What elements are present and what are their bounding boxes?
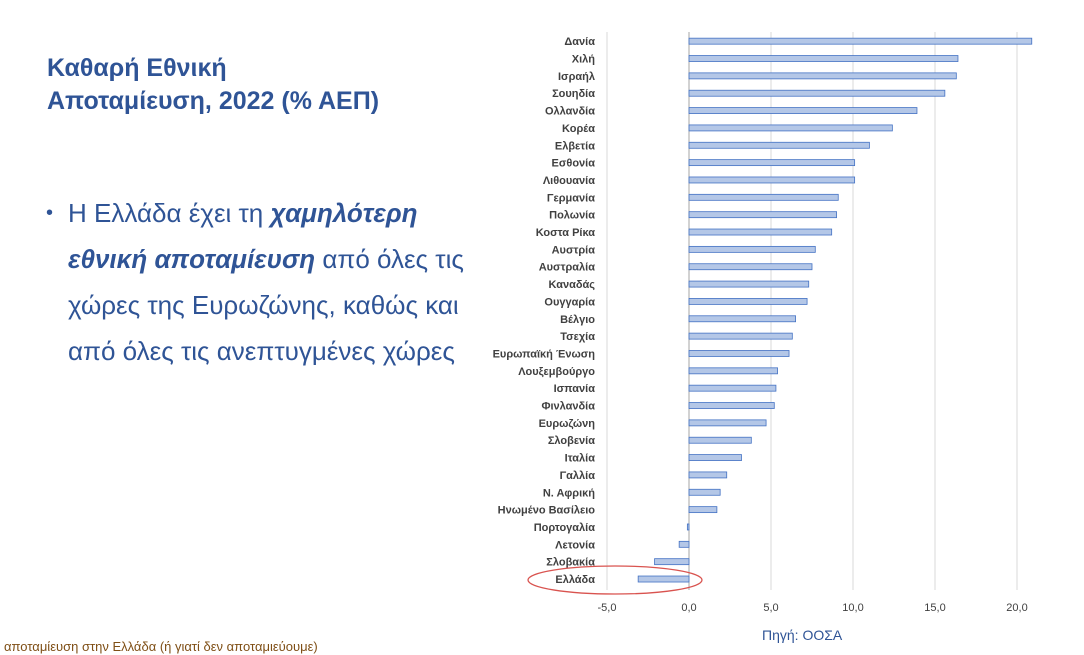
category-label: Γαλλία bbox=[560, 470, 596, 482]
highlight-ellipse bbox=[527, 565, 703, 595]
bar bbox=[688, 471, 728, 479]
chart-tick-labels: -5,0 0,0 5,0 10,0 15,0 20,0 bbox=[598, 602, 1028, 614]
bullet-text-part2: από όλες τις χώρες της Ευρωζώνης, καθώς … bbox=[68, 244, 464, 366]
category-label: Τσεχία bbox=[560, 331, 595, 343]
category-label: Ουγγαρία bbox=[544, 296, 595, 308]
bar bbox=[688, 176, 856, 184]
category-label: Ελβετία bbox=[555, 140, 595, 152]
bar bbox=[688, 332, 793, 340]
bar bbox=[688, 141, 870, 149]
bar bbox=[686, 523, 690, 531]
bar bbox=[688, 454, 742, 461]
bar bbox=[688, 436, 752, 444]
bar bbox=[688, 488, 721, 496]
category-label: Λιθουανία bbox=[543, 175, 595, 187]
bar bbox=[688, 263, 813, 271]
category-label: Ισραήλ bbox=[558, 71, 595, 83]
bar bbox=[678, 540, 690, 548]
bar bbox=[688, 89, 946, 97]
x-tick-label: 0,0 bbox=[681, 602, 696, 614]
bullet-dot-icon: • bbox=[46, 202, 54, 224]
category-label: Φινλανδία bbox=[541, 401, 595, 413]
category-label: Ευρωζώνη bbox=[539, 418, 596, 430]
category-label: Βέλγιο bbox=[560, 314, 595, 326]
category-label: Αυστρία bbox=[552, 244, 596, 256]
category-label: Ισπανία bbox=[554, 383, 596, 395]
category-label: Δανία bbox=[564, 36, 595, 48]
bar bbox=[688, 211, 838, 219]
chart-bars bbox=[637, 37, 1033, 583]
category-label: Σλοβακία bbox=[546, 557, 595, 569]
bar bbox=[688, 402, 775, 409]
category-label: Λουξεμβούργο bbox=[518, 366, 595, 378]
bar bbox=[688, 37, 1033, 45]
category-label: Ιταλία bbox=[565, 453, 596, 465]
bar bbox=[688, 124, 893, 132]
category-label: Χιλή bbox=[572, 54, 596, 66]
bullet-item: • Η Ελλάδα έχει τη χαμηλότερη εθνική απο… bbox=[46, 190, 466, 374]
bar bbox=[688, 55, 959, 62]
category-label: Πορτογαλία bbox=[534, 522, 596, 534]
bullet-text-part1: Η Ελλάδα έχει τη bbox=[68, 198, 271, 228]
slide-title-line1: Καθαρή Εθνική bbox=[47, 54, 227, 82]
bullet-emphasis: χαμηλότερη εθνική αποταμίευση bbox=[68, 198, 418, 274]
x-tick-label: -5,0 bbox=[598, 602, 617, 614]
chart-highlight bbox=[527, 565, 703, 595]
category-label: Γερμανία bbox=[547, 192, 595, 204]
bar bbox=[688, 193, 839, 201]
x-tick-label: 5,0 bbox=[763, 602, 778, 614]
bar bbox=[688, 245, 816, 253]
category-label: Αυστραλία bbox=[539, 262, 596, 274]
bar bbox=[688, 228, 833, 236]
category-label: Ολλανδία bbox=[545, 106, 595, 118]
bullet-list: • Η Ελλάδα έχει τη χαμηλότερη εθνική απο… bbox=[46, 190, 466, 374]
bar bbox=[637, 575, 690, 583]
x-tick-label: 20,0 bbox=[1006, 602, 1027, 614]
category-label: Σλοβενία bbox=[548, 435, 595, 447]
x-tick-label: 10,0 bbox=[842, 602, 863, 614]
x-tick-label: 15,0 bbox=[924, 602, 945, 614]
category-label: Ν. Αφρική bbox=[543, 487, 595, 499]
category-label: Ευρωπαϊκή Ένωση bbox=[493, 348, 596, 360]
category-label: Εσθονία bbox=[552, 158, 596, 170]
bullet-text: Η Ελλάδα έχει τη χαμηλότερη εθνική αποτα… bbox=[68, 190, 466, 374]
category-label: Ελλάδα bbox=[555, 574, 595, 586]
bar bbox=[688, 72, 957, 80]
category-label: Λετονία bbox=[555, 539, 595, 551]
slide-title: Καθαρή Εθνική Αποταμίευση, 2022 (% ΑΕΠ) bbox=[47, 52, 467, 118]
category-label: Κορέα bbox=[562, 123, 595, 135]
bar bbox=[688, 315, 796, 323]
source-note: Πηγή: ΟΟΣΑ bbox=[762, 627, 843, 643]
chart-category-labels: Δανία Χιλή Ισραήλ Σουηδία Ολλανδία Κορέα Ελβετ… bbox=[493, 36, 596, 586]
bar bbox=[688, 298, 808, 305]
bar bbox=[688, 107, 918, 114]
category-label: Σουηδία bbox=[552, 88, 595, 100]
bar bbox=[688, 419, 767, 427]
bar bbox=[688, 367, 778, 375]
bar bbox=[688, 506, 718, 514]
bar bbox=[688, 159, 856, 167]
bar bbox=[688, 280, 810, 288]
bar bbox=[688, 350, 790, 357]
category-label: Πολωνία bbox=[549, 210, 595, 222]
category-label: Κοστα Ρίκα bbox=[536, 227, 596, 239]
category-label: Καναδάς bbox=[549, 279, 596, 291]
bar bbox=[688, 384, 777, 392]
footer-note: αποταμίευση στην Ελλάδα (ή γιατί δεν απο… bbox=[4, 639, 318, 654]
chart-gridlines bbox=[606, 32, 1018, 590]
bar bbox=[654, 558, 690, 566]
category-label: Ηνωμένο Βασίλειο bbox=[498, 505, 596, 517]
slide-title-line2: Αποταμίευση, 2022 (% ΑΕΠ) bbox=[47, 87, 380, 115]
